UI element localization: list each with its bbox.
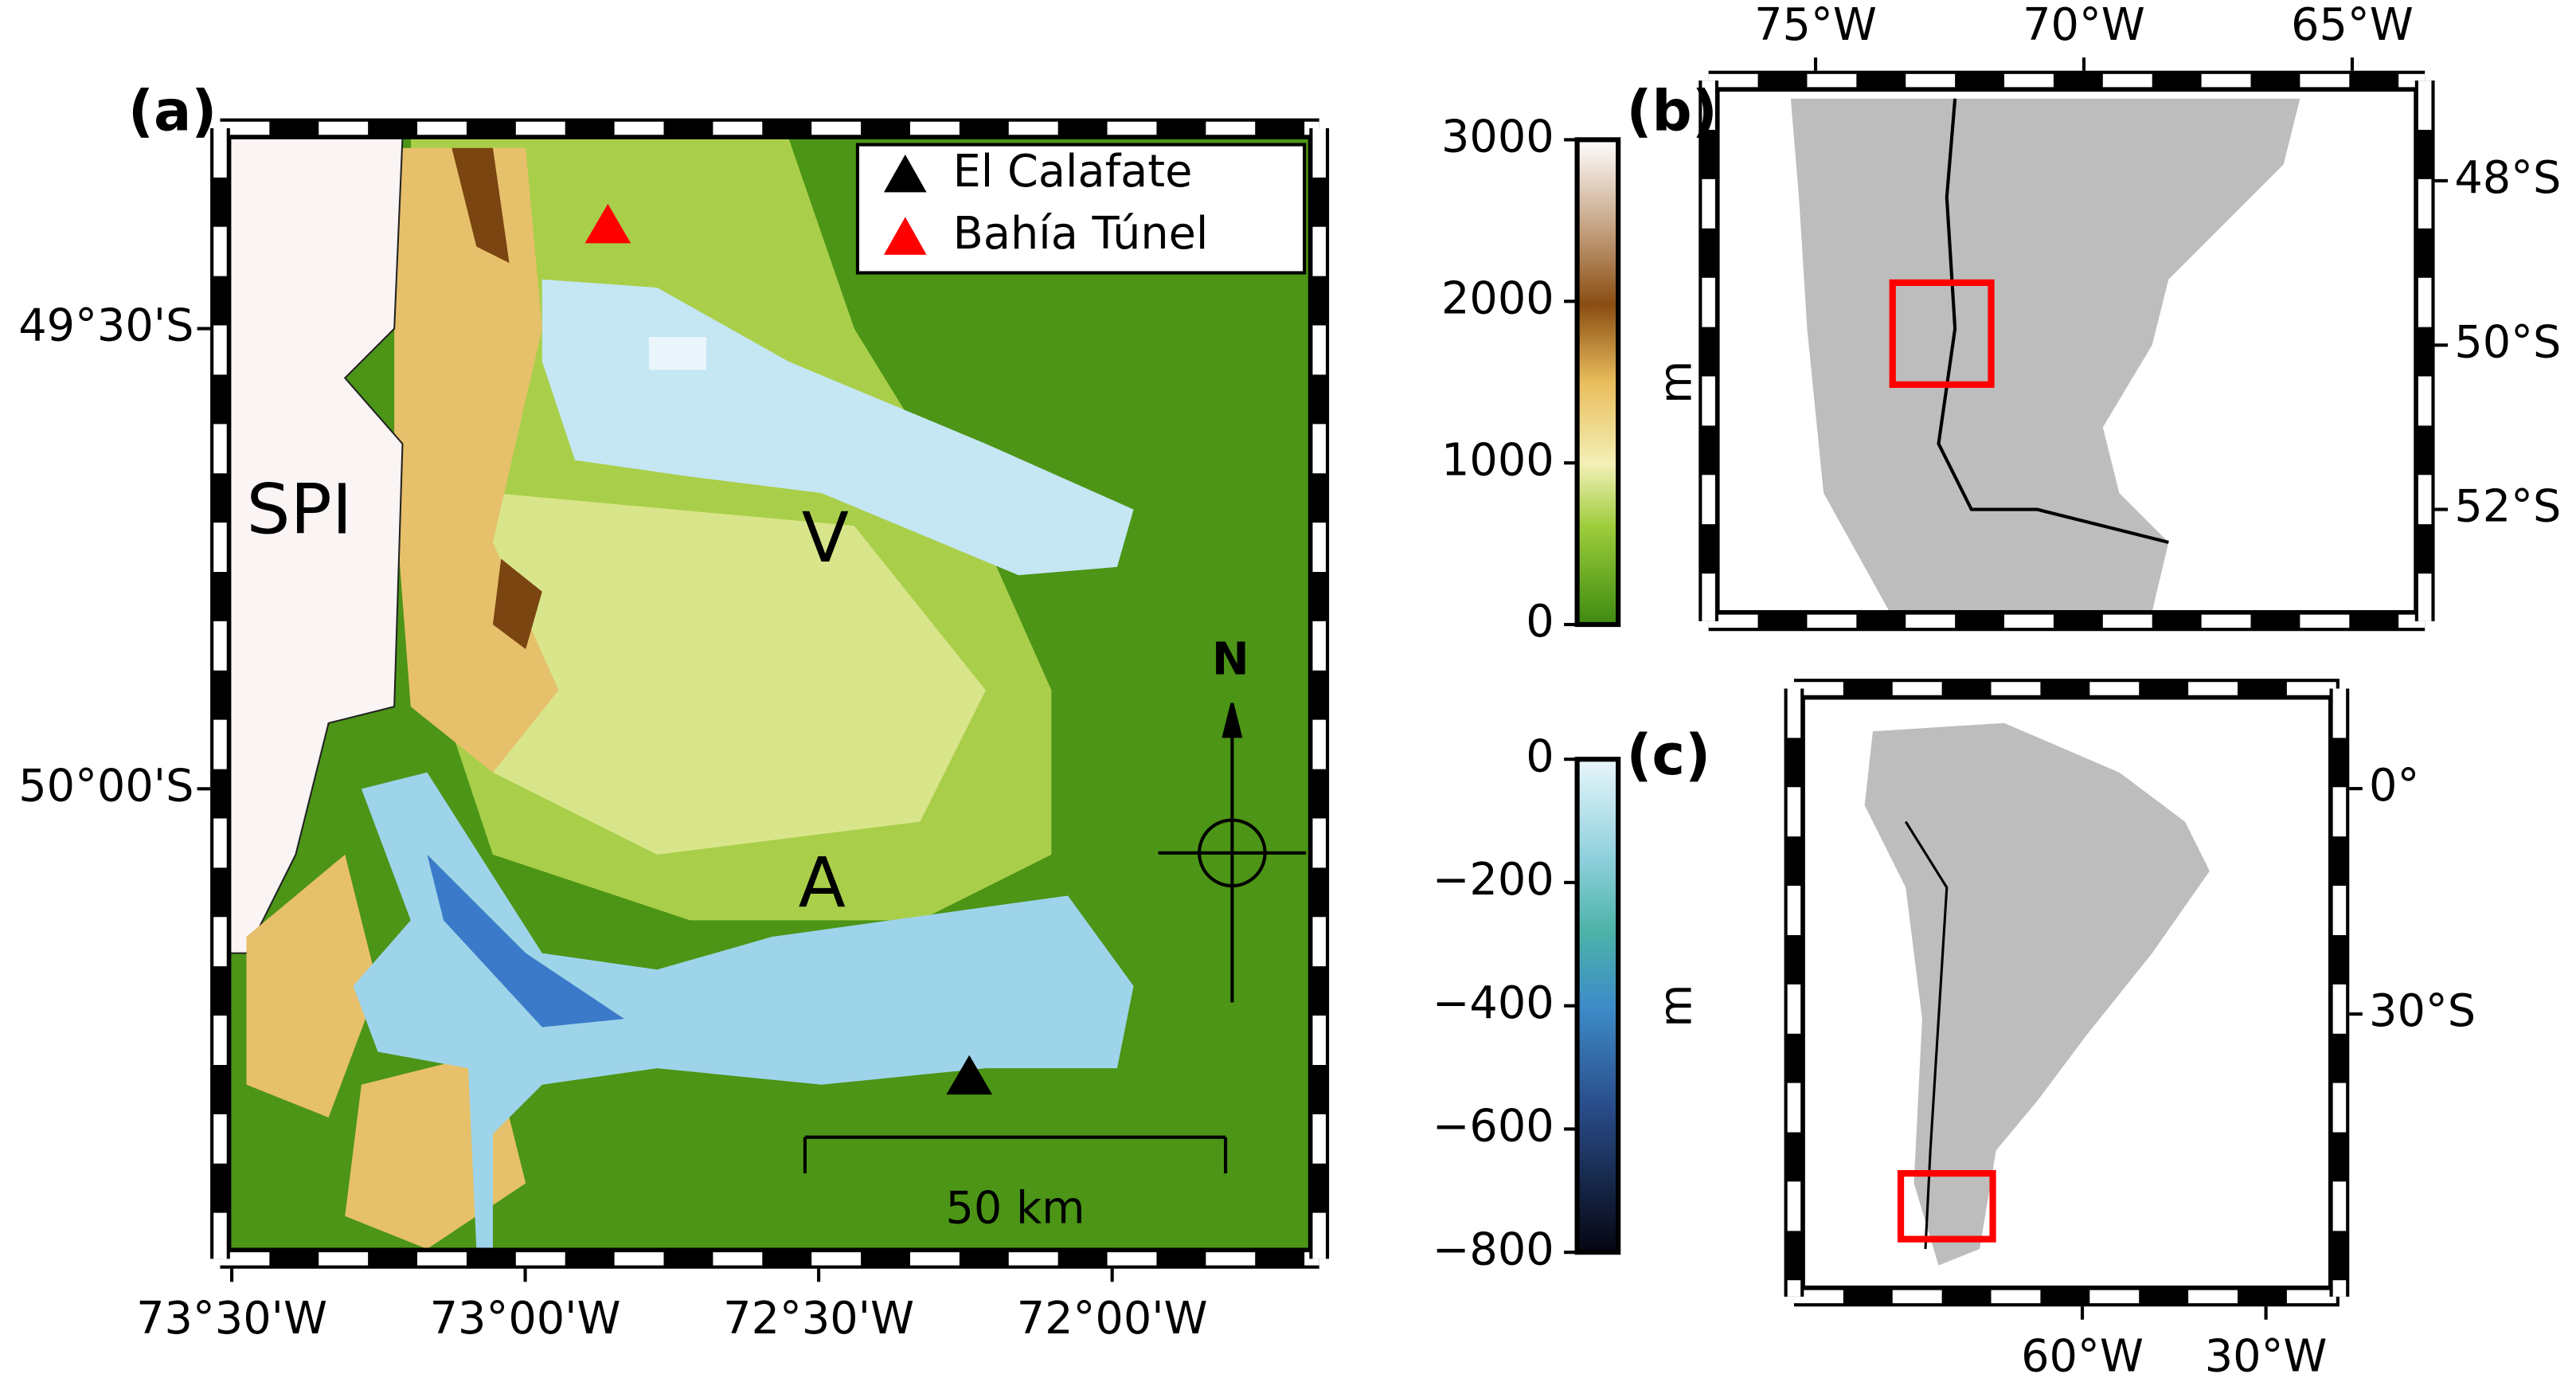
x-tick-label: 60°W	[2021, 1330, 2144, 1378]
y-tick-label: 50°S	[2454, 316, 2561, 368]
panel-label: (b)	[1627, 78, 1718, 143]
x-tick-label: 70°W	[2023, 0, 2145, 51]
bahia-tunel-marker	[584, 203, 631, 244]
colorbar-tick-label: −200	[1433, 854, 1554, 906]
colorbar	[1574, 757, 1621, 1255]
colorbar-tick-label: 0	[1526, 596, 1554, 648]
annotation: SPI	[246, 471, 352, 550]
scale-label: 50 km	[945, 1183, 1085, 1235]
terrain-map	[229, 138, 1310, 1250]
annotation: V	[802, 499, 849, 578]
colorbar-tick-label: −400	[1433, 977, 1554, 1029]
el-calafate-marker	[946, 1055, 993, 1095]
inset-b	[1718, 90, 2415, 612]
legend-label: Bahía Túnel	[953, 208, 1209, 260]
colorbar	[1574, 137, 1621, 628]
colorbar-unit: m	[1651, 985, 1702, 1028]
legend	[855, 143, 1307, 275]
north-label: N	[1212, 634, 1249, 686]
x-tick-label: 65°W	[2291, 0, 2414, 51]
panel-label: (c)	[1627, 722, 1711, 788]
y-tick-label: 30°S	[2369, 985, 2476, 1037]
colorbar-tick-label: −600	[1433, 1101, 1554, 1153]
colorbar-tick-label: 2000	[1441, 272, 1554, 324]
x-tick-label: 75°W	[1754, 0, 1877, 51]
x-tick-label: 30°W	[2205, 1330, 2328, 1378]
legend-label: El Calafate	[953, 146, 1193, 198]
frame	[1717, 88, 2417, 613]
x-tick-label: 73°30'W	[136, 1293, 327, 1345]
y-tick-label: 49°30'S	[18, 300, 193, 352]
scale-bar	[803, 1135, 1228, 1174]
panel-label: (a)	[128, 78, 217, 143]
x-tick-label: 72°30'W	[723, 1293, 914, 1345]
colorbar-tick-label: 1000	[1441, 434, 1554, 486]
y-tick-label: 52°S	[2454, 481, 2561, 533]
y-tick-label: 50°00'S	[18, 760, 193, 812]
colorbar-tick-label: −800	[1433, 1223, 1554, 1275]
frame	[1802, 697, 2332, 1289]
annotation: A	[799, 844, 846, 923]
x-tick-label: 72°00'W	[1017, 1293, 1208, 1345]
north-arrow	[1158, 703, 1307, 1003]
x-tick-label: 73°00'W	[430, 1293, 621, 1345]
colorbar-tick-label: 0	[1526, 730, 1554, 782]
colorbar-tick-label: 3000	[1441, 112, 1554, 163]
y-tick-label: 48°S	[2454, 152, 2561, 204]
legend-marker	[883, 217, 927, 255]
colorbar-unit: m	[1651, 361, 1702, 404]
legend-marker	[883, 154, 927, 193]
frame	[229, 136, 1311, 1251]
y-tick-label: 0°	[2369, 760, 2419, 812]
inset-c	[1804, 698, 2330, 1287]
